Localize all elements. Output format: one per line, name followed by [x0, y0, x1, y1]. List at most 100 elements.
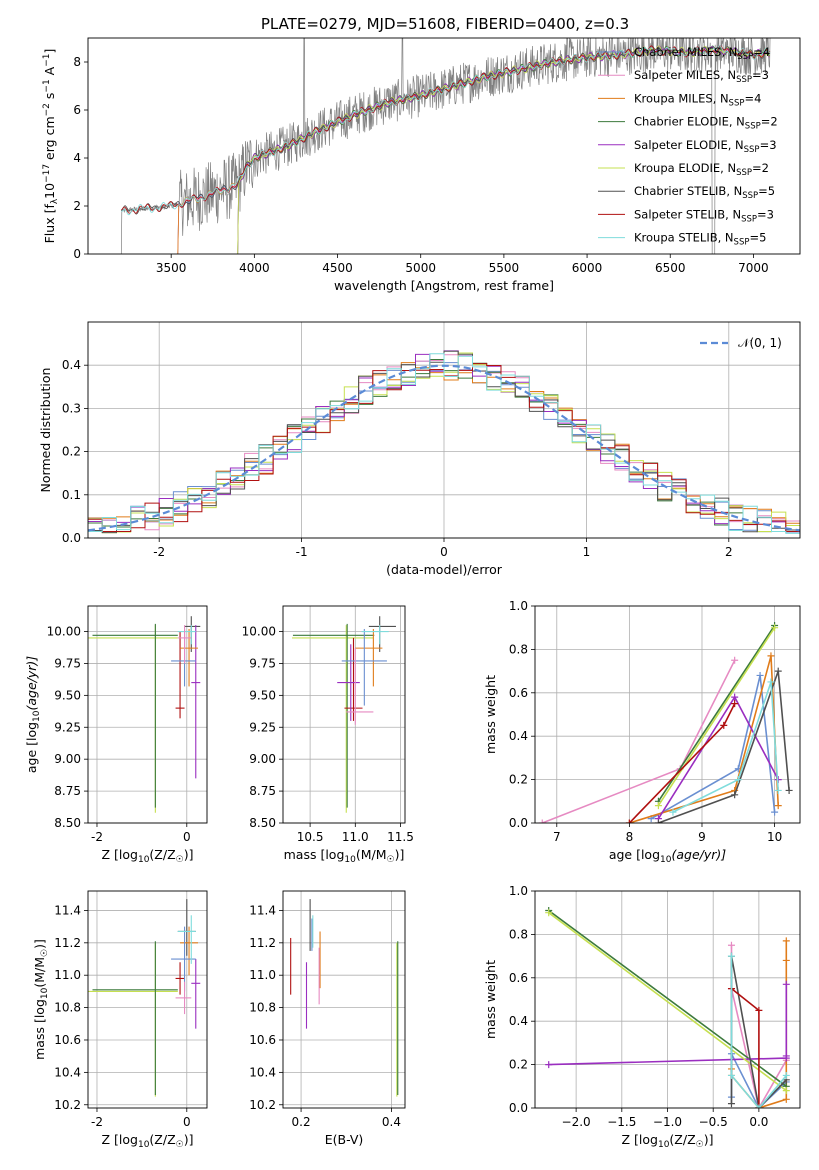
series-marker [785, 786, 793, 794]
series-marker [771, 624, 779, 632]
errorbar-salpeter-elodie [191, 625, 201, 779]
y-tick-label: 10.6 [54, 1033, 81, 1047]
y-tick-label: 9.50 [249, 688, 276, 702]
series-marker [654, 819, 662, 823]
y-tick-label: 0.2 [509, 1058, 528, 1072]
y-tick-label: 11.2 [249, 936, 276, 950]
legend-label: Chabrier STELIB, NSSP=5 [634, 184, 775, 201]
x-tick-label: 10 [767, 830, 782, 844]
axes-frame [87, 890, 208, 1109]
series-marker [782, 980, 790, 988]
series-line [650, 675, 776, 820]
series-marker [782, 1095, 790, 1103]
x-axis-label: mass [log10(M/M☉)] [284, 847, 405, 865]
series-marker [731, 700, 739, 708]
series-line [548, 909, 787, 1087]
y-tick-label: 0 [73, 247, 81, 261]
y-tick-label: 10.2 [249, 1098, 276, 1112]
axes-frame [87, 605, 208, 824]
series-marker [727, 1071, 735, 1079]
series-marker [538, 819, 546, 823]
x-tick-label: 11.0 [342, 830, 369, 844]
series-marker [771, 808, 779, 816]
mass_vs_Z-grid [88, 891, 207, 1108]
series-line [730, 956, 787, 1108]
x-axis-label: Z [log10(Z/Z☉)] [102, 847, 194, 865]
weight-series-kroupa-elodie [545, 909, 790, 1095]
y-axis-label: Flux [fλ10−17 erg cm−2 s−1 A−1] [42, 49, 60, 244]
errorbar-kroupa-elodie [292, 625, 374, 813]
y-tick-label: 10.4 [54, 1065, 81, 1079]
x-axis-label: E(B-V) [325, 1132, 364, 1147]
x-tick-label: 0 [440, 545, 448, 559]
series-marker [774, 667, 782, 675]
y-tick-label: 11.0 [249, 968, 276, 982]
series-marker [767, 678, 775, 686]
y-tick-label: 1.0 [509, 884, 528, 898]
y-tick-label: 8.50 [54, 816, 81, 830]
x-tick-label: −1.5 [607, 1115, 636, 1129]
errorbar-chabrier-miles [171, 926, 196, 992]
series-marker [727, 941, 735, 949]
y-tick-label: 9.00 [54, 752, 81, 766]
y-tick-label: 0.4 [509, 1014, 528, 1028]
errorbar-chabrier-elodie [292, 623, 375, 808]
x-tick-label: 0 [183, 830, 191, 844]
normal-curve [88, 364, 800, 532]
errorbar-salpeter-miles [346, 648, 374, 725]
x-tick-label: −1.0 [653, 1115, 682, 1129]
y-tick-label: 10.00 [242, 625, 276, 639]
y-tick-label: 0.3 [62, 401, 81, 415]
x-tick-label: 7 [553, 830, 561, 844]
y-tick-label: 1.0 [509, 599, 528, 613]
errorbar-salpeter-stelib [175, 631, 185, 719]
spectrum-model-kroupa-stelib [121, 45, 771, 216]
legend-label: Salpeter MILES, NSSP=3 [634, 68, 769, 85]
series-marker [731, 693, 739, 701]
series-marker [755, 1104, 763, 1108]
series-marker [731, 791, 739, 799]
x-tick-label: 11.5 [387, 830, 414, 844]
y-axis-label: age [log10(age/yr)] [24, 656, 42, 773]
y-tick-label: 10.8 [249, 1001, 276, 1015]
y-axis-label: Normed distribution [38, 368, 53, 493]
legend-label: Salpeter ELODIE, NSSP=3 [634, 138, 777, 155]
series-line [657, 627, 776, 807]
y-tick-label: 11.2 [54, 936, 81, 950]
errorbar-kroupa-stelib [361, 625, 389, 645]
y-tick-label: 0.6 [509, 686, 528, 700]
x-tick-label: 2 [725, 545, 733, 559]
series-marker [782, 956, 790, 964]
x-tick-label: 4000 [239, 261, 270, 275]
y-tick-label: 9.50 [54, 688, 81, 702]
axes-frame [282, 890, 406, 1109]
spectrum-legend: Chabrier MILES, NSSP=4 Salpeter MILES, NS… [598, 45, 778, 248]
y-tick-label: 0.2 [509, 773, 528, 787]
mass_vs_ebv-grid [283, 891, 405, 1108]
y-tick-label: 10.4 [249, 1065, 276, 1079]
errorbar-kroupa-stelib [177, 915, 196, 964]
y-tick-label: 9.75 [54, 656, 81, 670]
y-tick-label: 0.0 [509, 816, 528, 830]
y-tick-label: 8.75 [54, 784, 81, 798]
residual-legend: 𝒩(0, 1) [700, 336, 782, 350]
x-tick-label: 5500 [489, 261, 520, 275]
axes-frame [87, 37, 801, 255]
x-tick-label: −2.0 [562, 1115, 591, 1129]
series-line [629, 655, 779, 823]
spectrum-data-line [120, 38, 771, 254]
age_vs_mass-axes: 10.5 11.0 11.5 8.50 8.75 9.00 9.25 9.50 9.75 10.0… [242, 605, 414, 865]
legend-label: Salpeter STELIB, NSSP=3 [634, 207, 774, 224]
x-tick-label: 9 [698, 830, 706, 844]
x-tick-label: 6500 [655, 261, 686, 275]
series-marker [767, 652, 775, 660]
y-tick-label: 0.8 [509, 642, 528, 656]
y-tick-label: 10.00 [47, 625, 81, 639]
y-tick-label: 4 [73, 151, 81, 165]
series-line [672, 681, 779, 813]
plot-layer [88, 38, 800, 1108]
residuals-axes: -2 -1 0 1 2 0.0 0.1 0.2 0.3 0.4 (data-model)/error… [38, 321, 801, 577]
figure-title: PLATE=0279, MJD=51608, FIBERID=0400, z=0… [261, 15, 629, 33]
y-tick-label: 8.50 [249, 816, 276, 830]
series-marker [782, 937, 790, 945]
